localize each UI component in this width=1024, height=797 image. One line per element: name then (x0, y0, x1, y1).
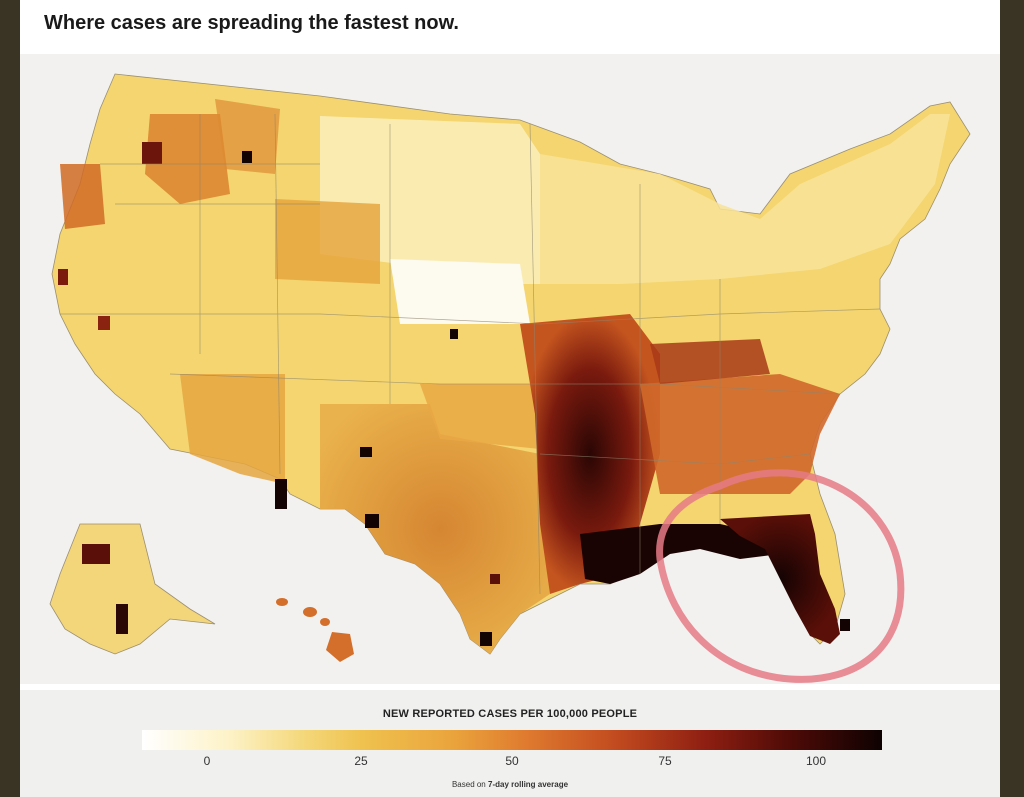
alaska-south-hotspot (116, 604, 128, 634)
legend-tick-25: 25 (354, 754, 368, 768)
region-florida (720, 514, 840, 644)
legend-note-bold: 7-day rolling average (488, 780, 569, 789)
region-arizona (180, 374, 285, 484)
legend-tick-0: 0 (203, 754, 211, 768)
region-southeast (640, 374, 840, 494)
page-frame: Where cases are spreading the fastest no… (20, 0, 1000, 797)
legend-color-scale (142, 730, 882, 750)
florida-annotation-circle (656, 469, 905, 683)
region-nebraska (390, 259, 530, 324)
legend-tick-50: 50 (505, 754, 519, 768)
region-great-lakes (540, 114, 950, 284)
alaska-hotspot (82, 544, 110, 564)
region-texas (320, 404, 560, 654)
region-idaho (145, 114, 230, 204)
state-borders (60, 113, 881, 595)
region-oklahoma (420, 384, 540, 449)
legend: NEW REPORTED CASES PER 100,000 PEOPLE 0 … (20, 690, 1000, 797)
region-oregon-coast (60, 164, 105, 229)
region-wyoming (275, 199, 380, 284)
legend-title: NEW REPORTED CASES PER 100,000 PEOPLE (382, 708, 638, 720)
map-panel (20, 54, 1000, 684)
hotspot-counties (58, 142, 850, 646)
legend-tick-100: 100 (805, 754, 827, 768)
us-map[interactable] (20, 54, 1000, 684)
region-hawaii (276, 598, 354, 662)
legend-tick-75: 75 (658, 754, 672, 768)
region-gulf-coast (580, 524, 780, 584)
region-alaska (49, 523, 216, 655)
region-kentucky (650, 339, 770, 384)
region-montana-west (215, 99, 280, 174)
legend-note: Based on 7-day rolling average (20, 780, 1000, 789)
page-title: Where cases are spreading the fastest no… (44, 12, 459, 34)
legend-note-prefix: Based on (451, 780, 486, 789)
